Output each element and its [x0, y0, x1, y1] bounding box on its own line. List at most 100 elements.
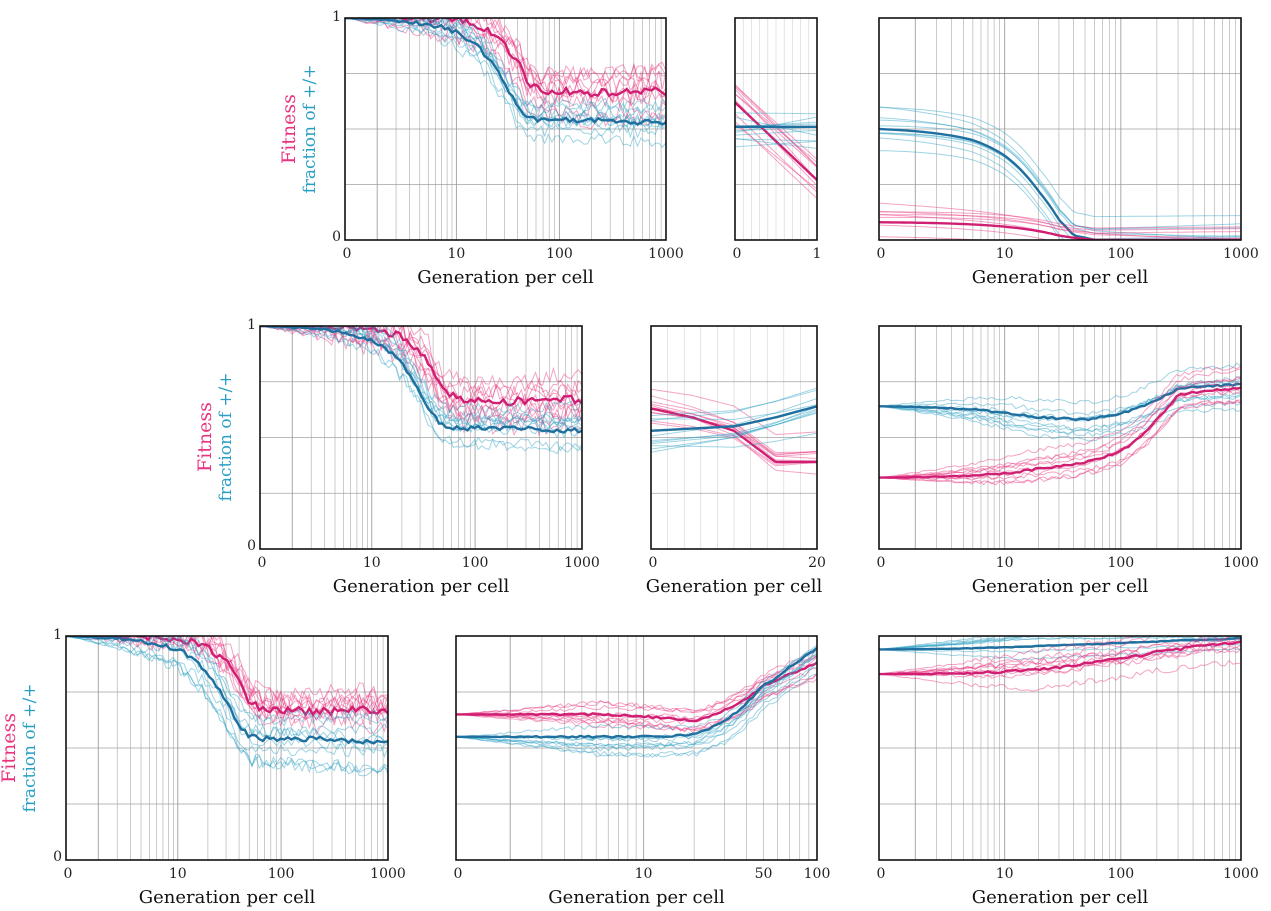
replicate-line-fraction [260, 326, 582, 455]
replicate-line-fraction [66, 636, 388, 752]
mean-line-fitness [879, 386, 1241, 479]
panel-r2c1: 0 10 50 100 Generation per cell [454, 635, 831, 908]
replicate-line-fraction [260, 326, 582, 452]
replicate-line-fraction [66, 636, 388, 777]
mean-line-fitness [879, 221, 1241, 240]
replicate-line-fitness [879, 224, 1050, 240]
data-area [879, 106, 1241, 240]
replicate-line-fitness [879, 236, 985, 240]
replicate-line-fraction [651, 432, 817, 448]
x-tick-label: 10 [996, 866, 1014, 882]
replicate-line-fitness [879, 390, 1241, 479]
replicate-line-fitness [879, 211, 1241, 239]
replicate-line-fraction [879, 137, 1065, 240]
x-tick-label: 100 [546, 246, 573, 262]
replicate-line-fitness [879, 636, 1241, 675]
panel-r2c0: 0 10 100 1000 0 1 Generation per cell Fitness fr… [0, 627, 406, 908]
x-tick-label: 50 [755, 866, 773, 882]
replicate-line-fraction [879, 392, 1241, 435]
axes-frame [734, 17, 818, 241]
x-tick-label: 1000 [370, 866, 406, 882]
x-tick-label: 10 [996, 246, 1014, 262]
panel-r2c2: 0 10 100 1000 Generation per cell [877, 635, 1259, 908]
y-axis-label-fraction: fraction of +/+ [216, 372, 236, 501]
x-axis-label: Generation per cell [333, 576, 510, 597]
x-tick-label: 100 [804, 866, 831, 882]
replicate-line-fitness [879, 399, 1241, 481]
replicate-line-fitness [66, 636, 388, 726]
replicate-line-fraction [651, 411, 817, 445]
replicate-line-fraction [879, 636, 1033, 650]
replicate-line-fitness [345, 18, 666, 130]
axes-frame [650, 325, 818, 550]
replicate-line-fraction [651, 406, 817, 453]
replicate-line-fraction [456, 653, 817, 743]
replicate-line-fitness [651, 401, 817, 454]
mean-line-fraction [260, 326, 582, 434]
replicate-line-fraction [66, 636, 388, 759]
replicate-line-fraction [879, 133, 1074, 240]
replicate-line-fraction [651, 387, 817, 421]
mean-line-fitness [735, 101, 817, 181]
replicate-line-fraction [456, 650, 817, 748]
replicate-line-fraction [879, 382, 1241, 416]
replicate-line-fitness [260, 326, 582, 437]
replicate-line-fitness [456, 673, 817, 732]
axes-frame [65, 635, 389, 861]
x-tick-label: 0 [877, 555, 886, 571]
x-axis-label: Generation per cell [548, 887, 725, 908]
x-axis-label: Generation per cell [139, 887, 316, 908]
replicate-line-fraction [345, 18, 666, 139]
replicate-line-fitness [879, 216, 1241, 234]
replicate-line-fitness [879, 636, 1171, 675]
x-tick-label: 20 [808, 555, 826, 571]
replicate-line-fraction [66, 636, 388, 723]
replicate-line-fitness [345, 18, 666, 87]
replicate-line-fitness [735, 88, 817, 181]
y-axis-label-fitness: Fitness [278, 94, 300, 164]
x-tick-label: 1000 [1223, 555, 1259, 571]
x-tick-label: 10 [996, 555, 1014, 571]
replicate-line-fraction [456, 652, 817, 748]
replicate-line-fraction [879, 636, 1145, 650]
replicate-line-fitness [66, 636, 388, 705]
x-tick-label: 10 [363, 555, 381, 571]
replicate-line-fraction [456, 646, 817, 738]
x-tick-label: 1000 [648, 246, 684, 262]
x-tick-label: 1000 [1223, 246, 1259, 262]
replicate-line-fitness [651, 395, 817, 459]
x-tick-label: 100 [1107, 866, 1134, 882]
replicate-line-fitness [260, 326, 582, 424]
replicate-line-fitness [879, 211, 1241, 229]
data-area [879, 636, 1241, 692]
replicate-line-fitness [879, 389, 1241, 479]
x-tick-label: 0 [258, 555, 267, 571]
x-tick-label: 1000 [564, 555, 600, 571]
y-tick-label: 0 [332, 229, 341, 245]
replicate-line-fitness [260, 326, 582, 404]
replicate-line-fraction [879, 648, 1241, 661]
y-tick-label: 1 [53, 627, 62, 643]
mean-line-fraction [879, 127, 1241, 240]
replicate-line-fitness [651, 422, 817, 467]
replicate-line-fraction [66, 636, 388, 774]
replicate-line-fraction [345, 18, 666, 115]
replicate-line-fraction [735, 140, 817, 148]
data-area [879, 362, 1241, 486]
mean-line-fraction [345, 18, 666, 126]
panel-r0c0: 0 10 100 1000 0 1 Generation per cell Fitness fr… [278, 9, 684, 288]
x-tick-label: 10 [447, 246, 465, 262]
replicate-line-fraction [879, 106, 1241, 218]
axes-frame [344, 17, 667, 241]
replicate-line-fitness [456, 678, 817, 732]
replicate-line-fraction [456, 667, 817, 758]
replicate-line-fitness [735, 123, 817, 190]
x-axis-label: Generation per cell [972, 267, 1149, 288]
mean-line-fraction [456, 647, 817, 739]
x-axis-label: Generation per cell [417, 267, 594, 288]
replicate-line-fitness [345, 18, 666, 87]
replicate-line-fraction [260, 326, 582, 426]
mean-line-fitness [879, 640, 1241, 676]
